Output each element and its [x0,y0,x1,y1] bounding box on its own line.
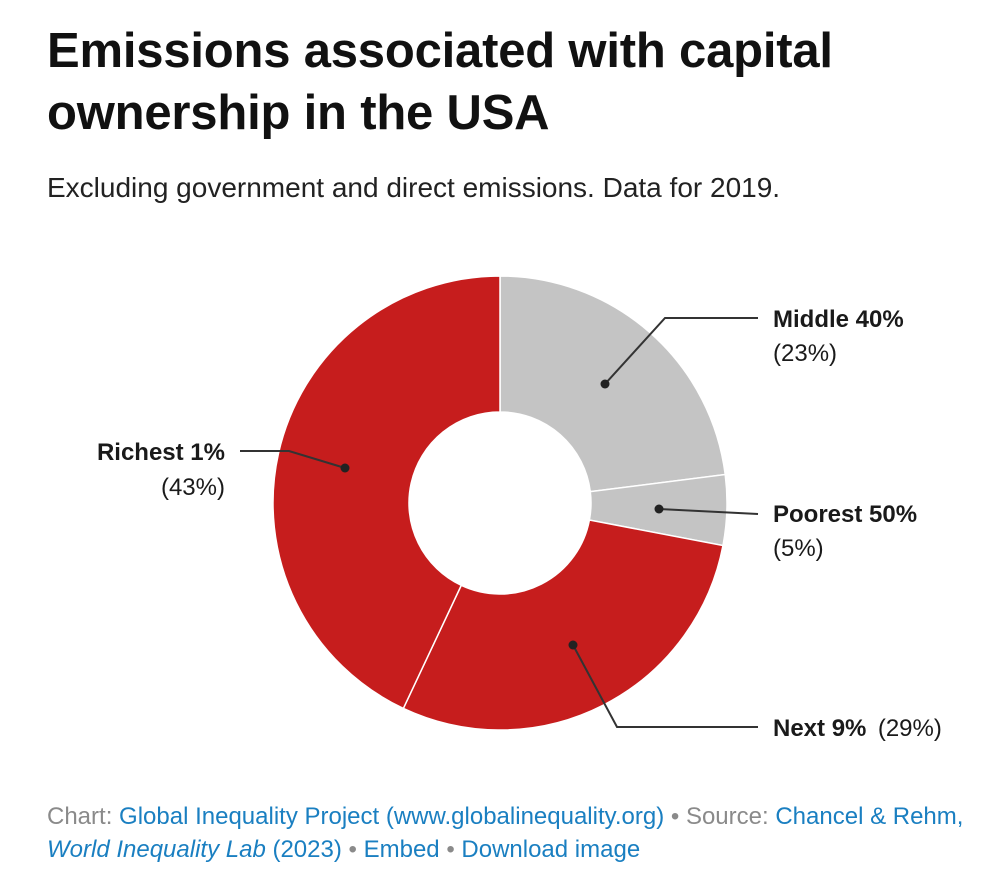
donut-chart: Middle 40% (23%) Poorest 50% (5%) Next 9… [97,275,942,742]
leader-dot-richest-1 [340,463,350,473]
label-poorest-50-value: (5%) [773,535,824,562]
leader-line-poorest-50 [658,508,759,515]
leader-line-middle-40 [604,317,758,385]
footer-bullet: • [670,803,680,830]
label-richest-1-name: Richest 1% [97,439,225,466]
source-prefix: Source: [685,803,769,830]
label-middle-40-name: Middle 40% [773,306,904,333]
chart-credit-prefix: Chart: [47,803,113,830]
embed-link[interactable]: Embed [363,836,440,863]
slice-richest-1 [272,275,501,710]
leader-line-richest-1 [240,450,346,469]
source-link[interactable]: Chancel & Rehm, World Inequality Lab (20… [47,803,963,863]
source-link-year: (2023) [272,836,342,863]
chart-title: Emissions associated with capital owners… [47,24,833,140]
footer-bullet: • [348,836,357,863]
chart-footer: Chart: Global Inequality Project (www.gl… [47,800,967,866]
leader-dot-poorest-50 [654,504,664,514]
label-middle-40-value: (23%) [773,340,837,367]
leader-dot-middle-40 [600,379,610,389]
slice-next-9 [402,519,724,731]
label-richest-1-value: (43%) [161,474,225,501]
download-image-link[interactable]: Download image [461,836,641,863]
chart-subtitle: Excluding government and direct emission… [47,172,781,203]
slice-middle-40 [499,275,727,493]
label-poorest-50-name: Poorest 50% [773,501,917,528]
footer-bullet: • [446,836,455,863]
label-leaders [240,317,759,728]
leader-line-next-9 [572,644,758,728]
chart-credit-link[interactable]: Global Inequality Project (www.globaline… [119,803,665,830]
slice-labels: Middle 40% (23%) Poorest 50% (5%) Next 9… [97,306,942,742]
label-next-9-value: (29%) [878,715,942,742]
source-link-authors: Chancel & Rehm, [775,803,964,830]
donut-slices [272,275,728,731]
label-next-9: Next 9% (29%) [773,715,942,742]
leader-dot-next-9 [568,640,578,650]
label-next-9-name: Next 9% [773,715,866,742]
source-link-publisher: World Inequality Lab [47,836,266,863]
